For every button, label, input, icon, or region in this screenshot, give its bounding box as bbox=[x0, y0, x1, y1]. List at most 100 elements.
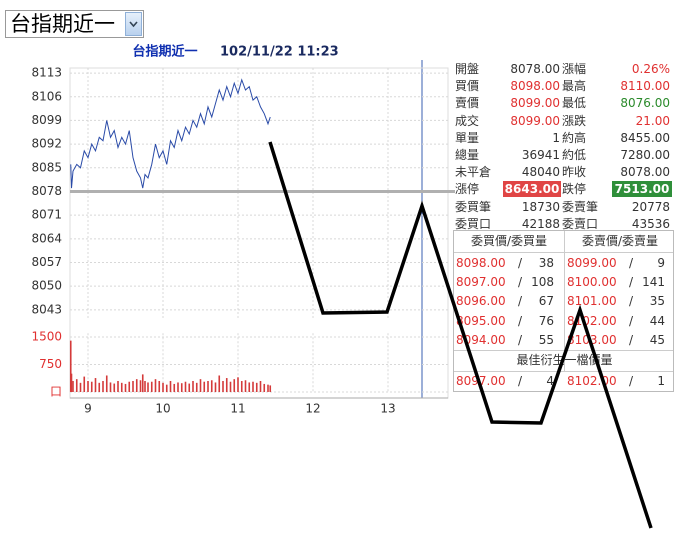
volume-bar bbox=[237, 377, 239, 392]
y-tick-label: 750 bbox=[39, 357, 62, 371]
quote-value: 8643.00 bbox=[503, 181, 561, 198]
volume-bar bbox=[98, 382, 101, 392]
volume-bar bbox=[180, 383, 183, 392]
volume-bar bbox=[87, 380, 89, 392]
book-price: 8097.00 bbox=[456, 275, 506, 290]
order-book: 委買價/委買量 委賣價/委賣量 8098.00 / 38 8097.00 / 108 8096.… bbox=[453, 230, 674, 392]
volume-bar bbox=[269, 385, 272, 392]
volume-bar bbox=[162, 382, 164, 392]
book-price: 8103.00 bbox=[567, 332, 617, 347]
y-tick-label: 1500 bbox=[31, 329, 62, 343]
volume-bar bbox=[70, 373, 73, 392]
book-separator: / bbox=[518, 256, 523, 270]
x-tick-label: 9 bbox=[84, 402, 92, 416]
volume-bar bbox=[259, 380, 262, 392]
volume-bar bbox=[192, 380, 194, 392]
volume-bar bbox=[233, 379, 236, 392]
x-tick-label: 13 bbox=[380, 402, 395, 416]
book-qty: 1 bbox=[657, 374, 665, 388]
book-price: 8095.00 bbox=[456, 313, 506, 328]
volume-bar bbox=[144, 380, 146, 392]
y-tick-label: 8113 bbox=[31, 66, 62, 80]
book-price: 8102.00 bbox=[567, 374, 617, 388]
quote-label: 未平倉 bbox=[455, 165, 492, 180]
book-qty: 141 bbox=[642, 275, 665, 290]
volume-bar bbox=[225, 378, 228, 392]
volume-bar bbox=[117, 380, 119, 392]
volume-bar bbox=[83, 376, 86, 392]
book-price: 8100.00 bbox=[567, 275, 617, 290]
instrument-select[interactable]: 台指期近一 bbox=[5, 10, 144, 38]
quote-label: 漲停 bbox=[455, 182, 480, 197]
volume-bar bbox=[154, 379, 157, 392]
quote-label: 最低 bbox=[562, 96, 587, 111]
book-price: 8099.00 bbox=[567, 256, 617, 270]
quote-label: 委賣筆 bbox=[562, 199, 599, 214]
quote-value: 21.00 bbox=[635, 113, 670, 128]
volume-bar bbox=[244, 380, 247, 392]
book-separator: / bbox=[518, 313, 523, 328]
book-separator: / bbox=[629, 275, 634, 290]
y-tick-label: 8064 bbox=[31, 231, 62, 245]
quote-value: 8099.00 bbox=[510, 113, 560, 128]
book-price: 8102.00 bbox=[567, 313, 617, 328]
quote-value: 8455.00 bbox=[620, 130, 670, 145]
volume-bar bbox=[94, 378, 97, 392]
quote-label: 單量 bbox=[455, 130, 480, 145]
volume-bar bbox=[199, 379, 202, 392]
volume-bar bbox=[195, 382, 198, 392]
quote-label: 賣價 bbox=[455, 96, 480, 111]
book-header: 委買價/委買量 bbox=[470, 234, 548, 248]
volume-bar bbox=[188, 383, 191, 392]
book-separator: / bbox=[518, 294, 523, 309]
quote-value: 0.26% bbox=[631, 62, 670, 76]
select-arrow[interactable] bbox=[125, 12, 142, 36]
y-tick-label: 口 bbox=[50, 385, 62, 399]
book-separator: / bbox=[629, 332, 634, 347]
book-qty: 9 bbox=[657, 256, 665, 270]
volume-bar bbox=[79, 382, 82, 392]
volume-bar bbox=[203, 381, 206, 392]
book-qty: 44 bbox=[649, 313, 665, 328]
volume-bar bbox=[177, 382, 179, 392]
volume-bar bbox=[184, 381, 187, 392]
volume-bar bbox=[240, 380, 243, 392]
volume-bar bbox=[147, 382, 149, 392]
book-price: 8096.00 bbox=[456, 294, 506, 309]
volume-bar bbox=[214, 382, 217, 392]
quote-value: 8078.00 bbox=[510, 62, 560, 76]
quote-label: 買價 bbox=[455, 79, 480, 94]
book-price: 8094.00 bbox=[456, 332, 506, 347]
book-separator: / bbox=[518, 332, 523, 347]
quote-label: 昨收 bbox=[562, 165, 587, 180]
volume-bar bbox=[222, 380, 224, 392]
quote-label: 漲幅 bbox=[562, 62, 587, 76]
volume-bar bbox=[263, 383, 266, 392]
volume-bar bbox=[105, 375, 108, 392]
volume-bar bbox=[72, 380, 74, 392]
quote-value: 7280.00 bbox=[620, 148, 670, 162]
volume-bar bbox=[69, 340, 72, 392]
x-tick-label: 12 bbox=[305, 402, 320, 416]
volume-bar bbox=[173, 383, 176, 392]
select-label: 台指期近一 bbox=[10, 12, 115, 36]
quote-value: 18730 bbox=[521, 199, 560, 214]
volume-bar bbox=[158, 380, 161, 392]
quote-value: 8098.00 bbox=[510, 79, 560, 94]
volume-bar bbox=[113, 383, 116, 392]
volume-bar bbox=[135, 379, 138, 392]
volume-bar bbox=[255, 382, 258, 392]
quote-label: 跌停 bbox=[562, 182, 587, 197]
quote-label: 成交 bbox=[455, 113, 480, 128]
quote-value: 8078.00 bbox=[620, 165, 670, 180]
volume-bar bbox=[248, 382, 251, 392]
book-price: 8101.00 bbox=[567, 294, 617, 309]
quote-label: 委買筆 bbox=[455, 199, 492, 214]
volume-bar bbox=[75, 379, 78, 392]
quote-value: 48040 bbox=[521, 165, 560, 180]
plot-frame bbox=[69, 67, 449, 399]
volume-bar bbox=[124, 383, 127, 392]
book-separator: / bbox=[518, 275, 523, 290]
chart-title: 台指期近一 bbox=[132, 44, 197, 60]
